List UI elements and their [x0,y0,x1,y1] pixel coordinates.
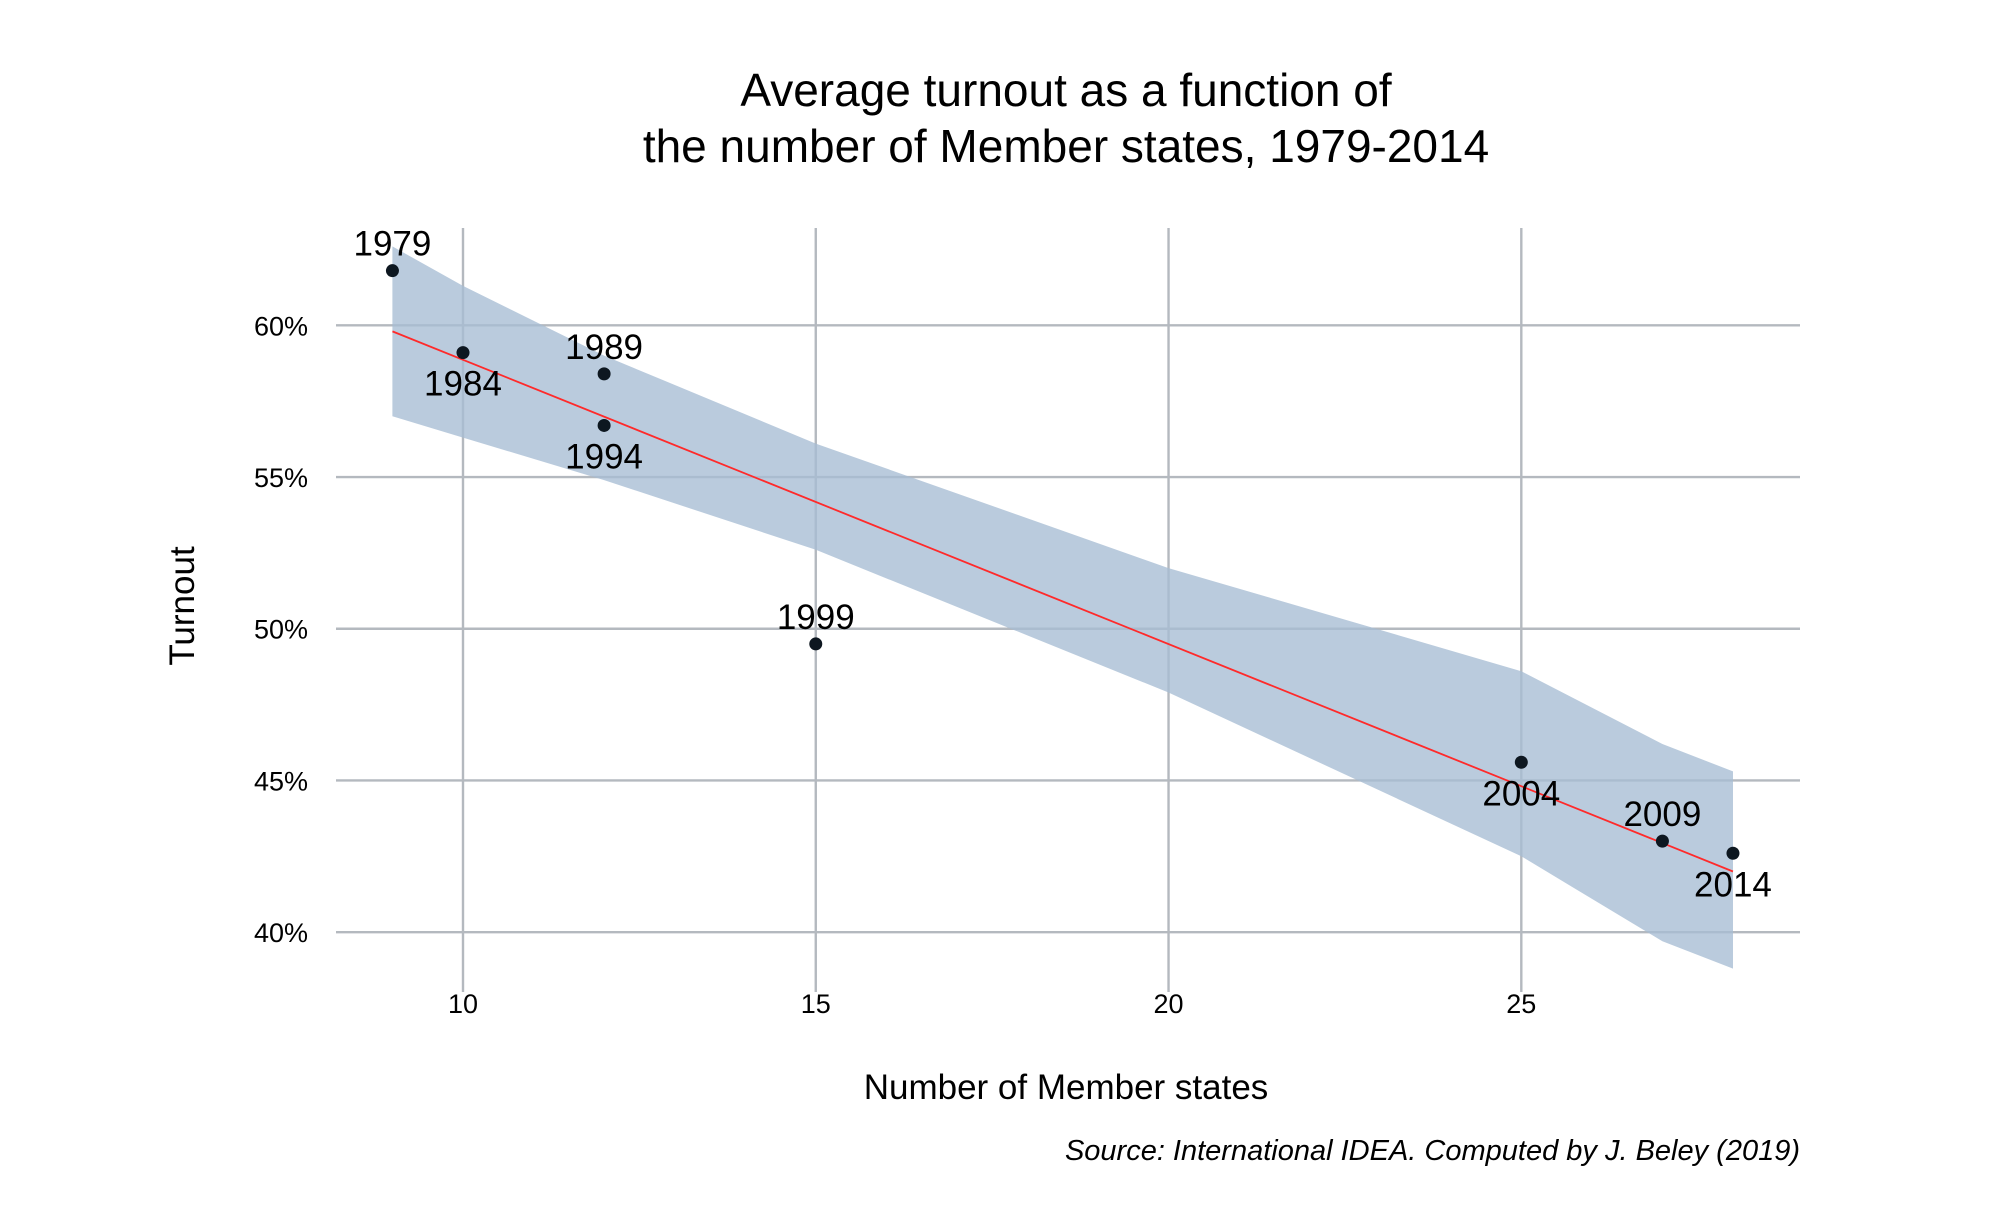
data-point-1989 [597,367,611,381]
x-tick-label-25: 25 [1506,989,1536,1019]
x-axis-title: Number of Member states [864,1068,1269,1107]
y-tick-label-60: 60% [254,311,308,341]
tick-labels-layer: 10 15 20 25 40% 45% 50% 55% 60% [254,311,1536,1019]
point-label-1999: 1999 [777,598,855,637]
y-tick-label-50: 50% [254,615,308,645]
points-layer [385,264,1740,860]
point-label-2004: 2004 [1482,774,1560,813]
point-label-1984: 1984 [424,365,502,404]
data-point-2009 [1655,834,1669,848]
point-label-1989: 1989 [565,328,643,367]
data-point-1984 [456,346,470,360]
point-labels-layer: 1979 1984 1989 1994 1999 2004 2009 2014 [354,225,1772,905]
point-label-2014: 2014 [1694,865,1772,904]
regression-line [392,330,1734,873]
confidence-band [392,246,1733,969]
point-label-1979: 1979 [354,225,432,264]
data-point-1999 [809,637,823,651]
confidence-band-layer [392,246,1733,969]
data-point-2004 [1514,755,1528,769]
y-tick-label-40: 40% [254,918,308,948]
x-tick-label-10: 10 [448,989,478,1019]
data-point-2014 [1726,846,1740,860]
y-tick-label-45: 45% [254,766,308,796]
chart-title-line-2: the number of Member states, 1979-2014 [643,120,1489,172]
x-tick-label-20: 20 [1154,989,1184,1019]
x-tick-label-15: 15 [801,989,831,1019]
chart-title-line-1: Average turnout as a function of [740,64,1391,116]
point-label-2009: 2009 [1623,795,1701,834]
point-label-1994: 1994 [565,437,643,476]
y-tick-label-55: 55% [254,463,308,493]
fit-line-layer [392,330,1734,873]
y-axis-title: Turnout [163,546,202,666]
data-point-1994 [597,418,611,432]
source-caption: Source: International IDEA. Computed by … [1065,1135,1800,1167]
data-point-1979 [385,264,399,278]
